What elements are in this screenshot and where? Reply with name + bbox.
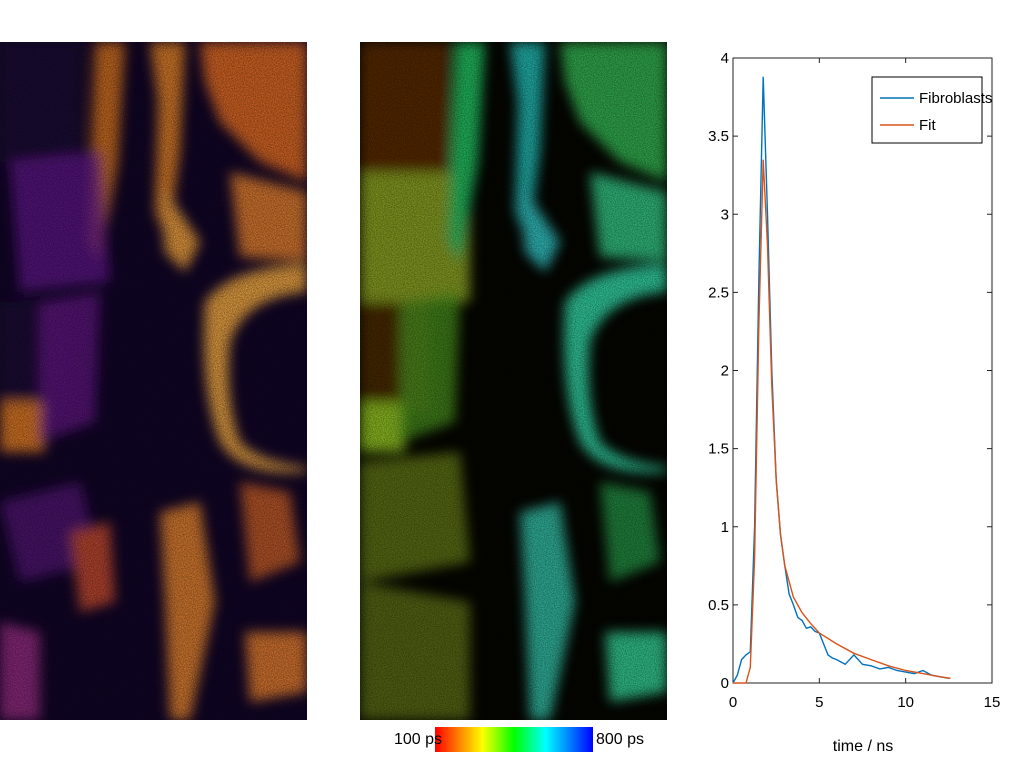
- y-tick-label: 4: [721, 50, 729, 67]
- x-tick-label: 0: [729, 694, 737, 711]
- plot-series: [732, 76, 951, 684]
- y-tick-label: 2: [721, 363, 729, 380]
- colorbar-min-label: 100 ps: [394, 731, 443, 748]
- lifetime-colorbar: [435, 727, 593, 752]
- y-tick-label: 1: [721, 519, 729, 536]
- y-tick-label: 1.5: [708, 441, 729, 458]
- plot-legend: Fibroblasts Fit: [871, 76, 992, 144]
- intensity-image: [0, 42, 307, 720]
- legend-label-fit: Fit: [919, 117, 936, 134]
- x-tick-label: 15: [984, 694, 1001, 711]
- y-tick-label: 3: [721, 206, 729, 223]
- x-axis-label: time / ns: [833, 738, 893, 755]
- legend-label-fibroblasts: Fibroblasts: [919, 90, 992, 107]
- y-tick-label: 3.5: [708, 128, 729, 145]
- plot-ticks: 0 5 10 15 0 0.5 1 1.5 2 2.5 3 3.5 4: [708, 50, 1000, 711]
- series-fit-line: [733, 159, 951, 684]
- y-tick-label: 2.5: [708, 284, 729, 301]
- y-tick-label: 0.5: [708, 597, 729, 614]
- x-tick-label: 5: [815, 694, 823, 711]
- x-tick-label: 10: [897, 694, 914, 711]
- lifetime-image: [360, 42, 667, 720]
- colorbar-max-label: 800 ps: [596, 731, 645, 748]
- y-tick-label: 0: [721, 675, 729, 692]
- decay-plot: 0 5 10 15 0 0.5 1 1.5 2 2.5 3 3.5 4 time / ns Fibrob…: [708, 50, 1000, 755]
- series-fibroblasts-line: [732, 76, 949, 684]
